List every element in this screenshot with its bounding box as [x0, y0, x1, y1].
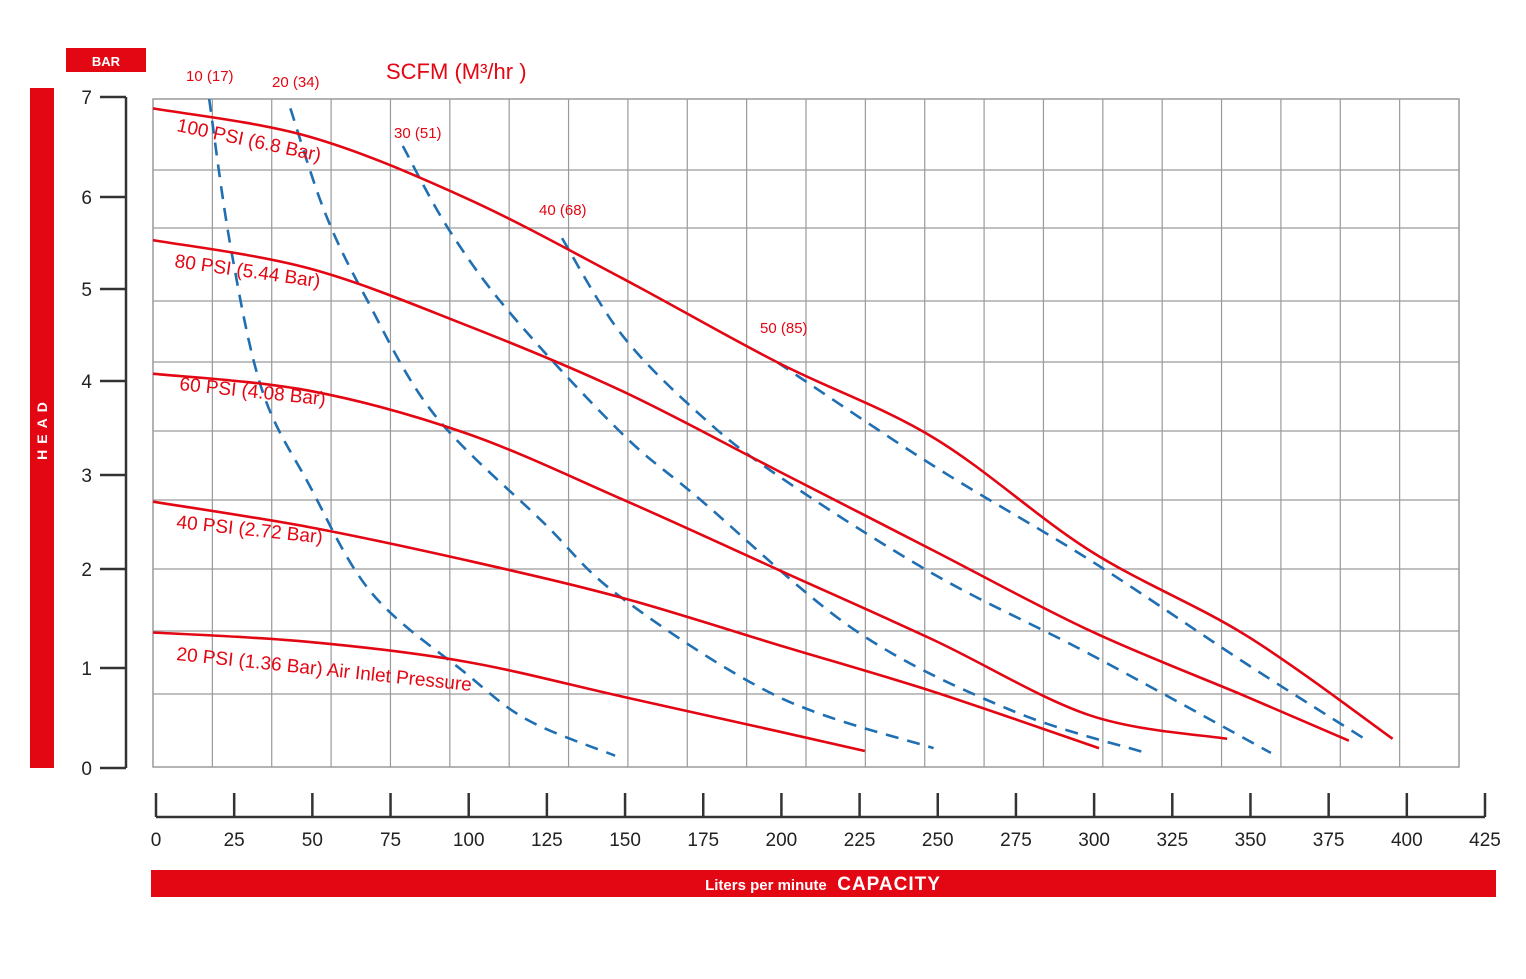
x-tick-label: 375 [1313, 830, 1345, 851]
pressure-curve-label: 80 PSI (5.44 Bar) [173, 251, 321, 292]
x-axis-label-main: CAPACITY [837, 874, 941, 895]
units-tag: BAR [92, 54, 121, 69]
pressure-curve-label: 60 PSI (4.08 Bar) [178, 374, 326, 410]
y-tick-label: 0 [81, 759, 92, 780]
air-curve-label: 10 (17) [186, 68, 234, 85]
y-tick-label: 4 [81, 372, 92, 393]
pressure-curve-line [152, 107, 1394, 740]
x-tick-label: 425 [1469, 830, 1501, 851]
air-curve-label: 50 (85) [760, 320, 808, 337]
pressure-curve-line [152, 631, 866, 753]
x-tick-label: 50 [302, 830, 323, 851]
air-consumption-curves [207, 98, 1366, 757]
x-tick-label: 125 [531, 830, 563, 851]
y-tick-label: 5 [81, 280, 92, 301]
y-tick-label: 6 [81, 188, 92, 209]
x-tick-label: 275 [1000, 830, 1032, 851]
air-curve-line [207, 98, 616, 757]
y-tick-label: 7 [81, 88, 92, 109]
air-curve-line [776, 361, 1366, 740]
air-curve-label: 20 (34) [272, 74, 320, 91]
x-tick-label: 300 [1078, 830, 1110, 851]
x-tick-label: 325 [1156, 830, 1188, 851]
x-tick-label: 350 [1235, 830, 1267, 851]
air-curve-label: 30 (51) [394, 125, 442, 142]
axes: 0 1 2 3 4 5 6 7 0 25 50 75 100 125 150 175 200 225 250 275 3… [81, 88, 1500, 851]
x-tick-label: 250 [922, 830, 954, 851]
pressure-curve-line [152, 238, 1350, 742]
x-tick-label: 75 [380, 830, 401, 851]
head-band [30, 88, 54, 768]
x-tick-label: 400 [1391, 830, 1423, 851]
x-tick-label: 225 [844, 830, 876, 851]
x-tick-label: 100 [453, 830, 485, 851]
y-axis-label: HEAD [34, 396, 50, 460]
air-curve-label: 40 (68) [539, 202, 587, 219]
units-tag-box [66, 48, 146, 72]
pressure-curve-label: 20 PSI (1.36 Bar) Air Inlet Pressure [175, 644, 472, 696]
pressure-curve-line [152, 500, 1100, 750]
x-tick-label: 25 [224, 830, 245, 851]
air-curve-line [560, 237, 1272, 755]
pressure-curve-line [152, 372, 1228, 741]
x-axis-label: Liters per minute CAPACITY [705, 874, 941, 895]
air-curve-line [401, 145, 1147, 755]
x-tick-label: 0 [151, 830, 162, 851]
x-tick-label: 200 [766, 830, 798, 851]
scfm-header: SCFM (M³/hr ) [386, 59, 527, 84]
x-tick-label: 150 [609, 830, 641, 851]
x-axis-label-prefix: Liters per minute [705, 877, 827, 894]
x-tick-label: 175 [687, 830, 719, 851]
y-tick-label: 3 [81, 466, 92, 487]
air-curve-line [289, 107, 935, 750]
y-tick-label: 1 [81, 659, 92, 680]
curve-labels: 10 (17) 20 (34)30 (51)40 (68)50 (85)100 P… [173, 68, 807, 696]
y-tick-label: 2 [81, 560, 92, 581]
capacity-band [151, 870, 1496, 897]
pressure-curves [152, 107, 1394, 753]
